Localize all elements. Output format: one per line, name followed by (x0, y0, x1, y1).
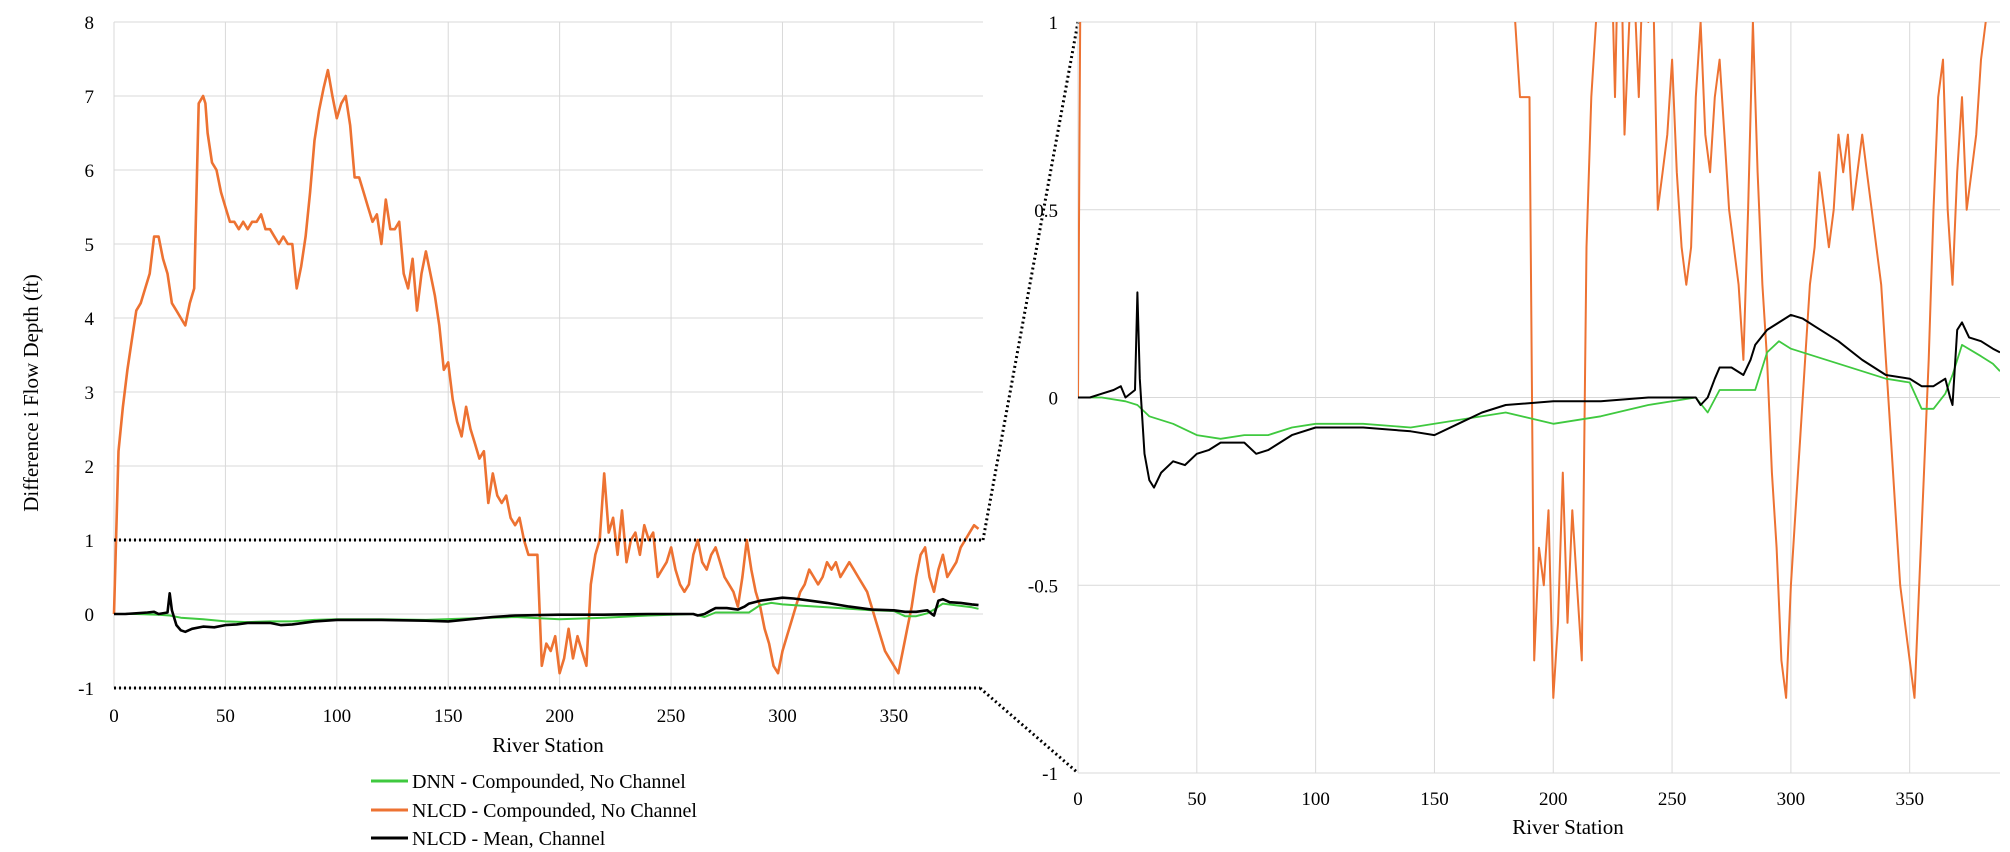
right-series-dnn (1078, 340, 2000, 440)
right-x-tick-label: 200 (1539, 789, 1568, 810)
legend-label-dnn: DNN - Compounded, No Channel (412, 771, 686, 793)
right-x-tick-label: 100 (1301, 789, 1330, 810)
zoom-connector-top (981, 21, 1080, 541)
right-x-tick-label: 250 (1658, 789, 1687, 810)
legend-label-nlcd-mean: NLCD - Mean, Channel (412, 828, 606, 850)
right-axes: -1 -0.5 0 0.5 1 0 50 100 150 200 250 300 350 (1028, 13, 1924, 810)
legend: DNN - Compounded, No Channel NLCD - Comp… (371, 771, 697, 850)
left-series-nlcd-mean (114, 591, 979, 634)
right-series-nlcd-mean (1078, 291, 2000, 489)
left-x-tick-label: 350 (880, 706, 909, 727)
left-y-tick-label: 7 (85, 87, 95, 108)
left-y-tick-label: 2 (85, 457, 95, 478)
left-x-tick-label: 50 (216, 706, 235, 727)
right-y-tick-label: 0 (1049, 389, 1059, 410)
right-y-tick-label: 1 (1049, 13, 1059, 34)
left-y-tick-label: 8 (85, 13, 95, 34)
right-x-tick-label: 300 (1777, 789, 1806, 810)
left-x-tick-label: 200 (545, 706, 574, 727)
left-y-tick-label: 6 (85, 161, 95, 182)
left-x-tick-label: 150 (434, 706, 463, 727)
left-axes: -1 0 1 2 3 4 5 6 7 8 0 50 100 150 200 250 300 350 (78, 13, 908, 727)
right-x-tick-label: 150 (1420, 789, 1449, 810)
left-y-tick-label: 0 (85, 605, 95, 626)
left-y-tick-label: 3 (85, 383, 95, 404)
left-y-tick-label: 4 (85, 309, 95, 330)
left-y-tick-label: -1 (78, 679, 94, 700)
zoom-indicator (114, 21, 1080, 775)
left-series-nlcd-compounded (112, 68, 980, 675)
right-y-tick-label: -1 (1042, 764, 1058, 785)
legend-label-nlcd-compounded: NLCD - Compounded, No Channel (412, 800, 697, 822)
left-grid (113, 21, 983, 689)
right-x-tick-label: 50 (1187, 789, 1206, 810)
left-y-tick-label: 5 (85, 235, 95, 256)
right-chart: -1 -0.5 0 0.5 1 0 50 100 150 200 250 300 350 River S… (1028, 13, 2000, 839)
left-chart: -1 0 1 2 3 4 5 6 7 8 0 50 100 150 200 250 300 350 Differe… (19, 13, 983, 757)
left-y-tick-label: 1 (85, 531, 95, 552)
right-x-axis-label: River Station (1512, 815, 1624, 839)
right-series (1078, 22, 2000, 699)
right-x-tick-label: 0 (1073, 789, 1083, 810)
right-series-nlcd-compounded (1078, 22, 1987, 699)
right-y-tick-label: 0.5 (1034, 201, 1058, 222)
left-y-axis-label: Difference i Flow Depth (ft) (19, 274, 43, 512)
left-x-axis-label: River Station (492, 733, 604, 757)
right-x-tick-label: 350 (1895, 789, 1924, 810)
left-x-tick-label: 250 (657, 706, 686, 727)
zoom-connector-bottom (979, 686, 1079, 775)
right-y-tick-label: -0.5 (1028, 576, 1058, 597)
left-x-tick-label: 100 (323, 706, 352, 727)
left-series (112, 68, 980, 675)
left-x-tick-label: 300 (768, 706, 797, 727)
left-x-tick-label: 0 (109, 706, 119, 727)
